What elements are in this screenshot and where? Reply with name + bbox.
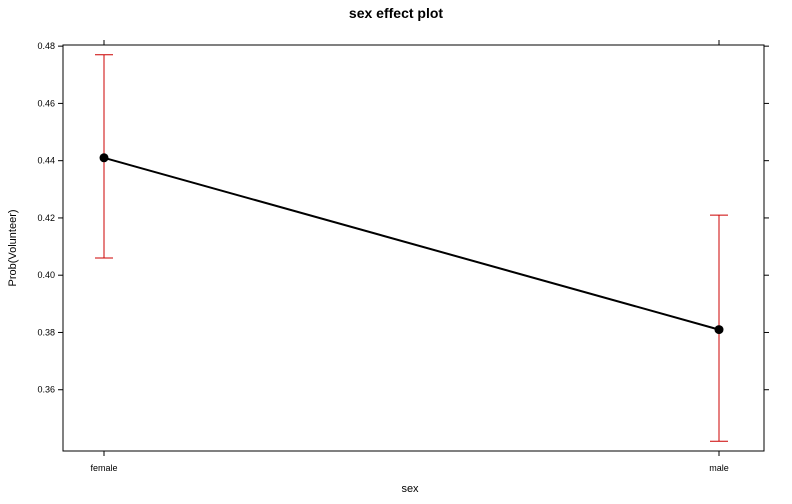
x-axis-label: sex — [401, 483, 419, 495]
data-point-male — [714, 325, 724, 335]
plot-frame — [62, 44, 765, 452]
y-tick-label: 0.48 — [37, 41, 55, 51]
x-tick-label: female — [90, 463, 117, 473]
y-axis-label: Prob(Volunteer) — [7, 209, 19, 286]
chart-title: sex effect plot — [349, 5, 443, 21]
y-tick-label: 0.36 — [37, 385, 55, 395]
y-tick-label: 0.46 — [37, 98, 55, 108]
data-point-female — [99, 153, 109, 163]
y-tick-label: 0.44 — [37, 156, 55, 166]
x-tick-label: male — [709, 463, 729, 473]
y-tick-label: 0.38 — [37, 327, 55, 337]
chart-marks: 0.36 0.38 0.40 0.42 0.44 0.46 0.48 female male — [37, 40, 769, 473]
effect-line — [103, 156, 720, 331]
y-tick-label: 0.40 — [37, 270, 55, 280]
y-tick-label: 0.42 — [37, 213, 55, 223]
